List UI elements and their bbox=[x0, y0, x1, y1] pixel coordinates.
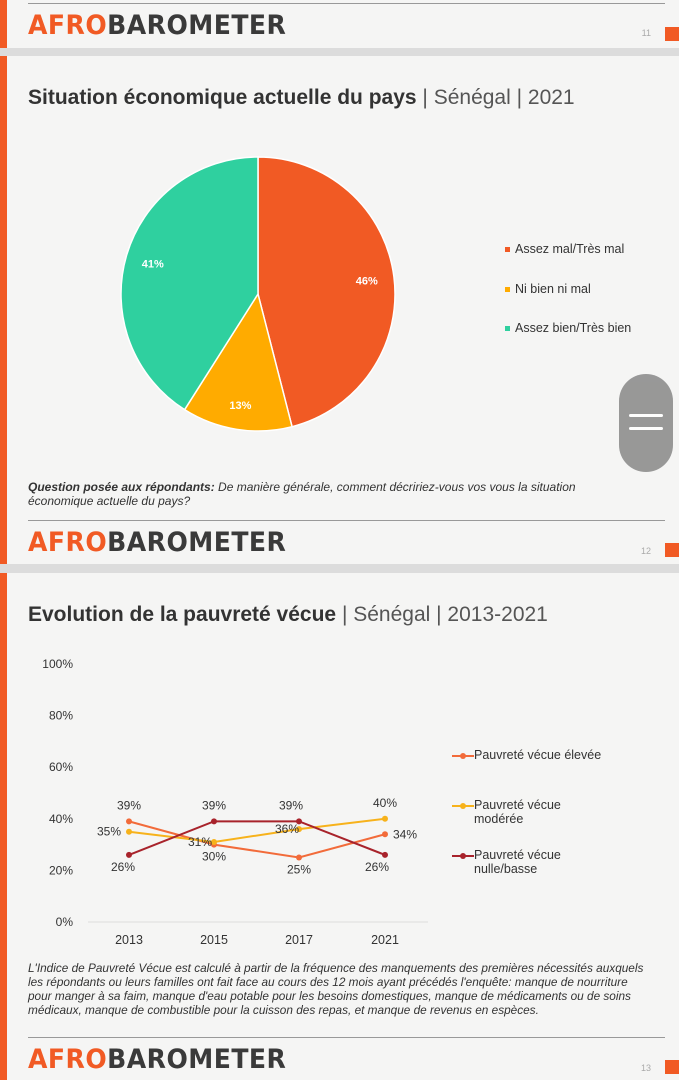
data-point bbox=[211, 839, 217, 846]
pie-slice bbox=[120, 156, 259, 411]
page-number: 11 bbox=[641, 28, 651, 38]
y-tick-label: 0% bbox=[56, 915, 74, 929]
afrobarometer-logo: AFROBAROMETER bbox=[28, 527, 287, 558]
pie-slice bbox=[257, 156, 396, 428]
page-marker bbox=[665, 27, 679, 41]
data-point bbox=[211, 818, 217, 825]
legend-swatch bbox=[505, 247, 510, 252]
divider bbox=[28, 520, 665, 521]
series-line bbox=[128, 820, 386, 859]
data-label: 30% bbox=[202, 850, 226, 864]
scroll-handle[interactable] bbox=[619, 374, 673, 472]
data-point bbox=[296, 818, 302, 825]
data-point bbox=[382, 851, 388, 858]
legend-swatch bbox=[452, 753, 474, 759]
data-label: 31% bbox=[188, 835, 212, 849]
legend-item: Assez mal/Très mal bbox=[505, 242, 624, 256]
accent-bar bbox=[0, 56, 7, 564]
data-point bbox=[382, 815, 388, 822]
data-label: 26% bbox=[111, 860, 135, 874]
legend-item: Ni bien ni mal bbox=[505, 282, 591, 296]
page-marker bbox=[665, 543, 679, 557]
page-marker bbox=[665, 1060, 679, 1074]
y-tick-label: 40% bbox=[49, 812, 73, 826]
y-tick-label: 80% bbox=[49, 709, 73, 723]
data-point bbox=[126, 851, 132, 858]
x-tick-label: 2021 bbox=[371, 933, 399, 947]
legend-swatch bbox=[505, 287, 510, 292]
pie-label: 13% bbox=[229, 400, 251, 412]
afrobarometer-logo: AFROBAROMETER bbox=[28, 1044, 287, 1075]
data-label: 39% bbox=[117, 798, 141, 812]
slide-13: Evolution de la pauvreté vécue | Sénégal… bbox=[0, 573, 679, 1080]
data-point bbox=[296, 826, 302, 833]
pie-slice bbox=[183, 292, 293, 432]
index-note: L'Indice de Pauvreté Vécue est calculé à… bbox=[28, 961, 644, 1017]
legend-swatch bbox=[452, 853, 474, 859]
data-label: 25% bbox=[287, 863, 311, 877]
x-tick-label: 2015 bbox=[200, 933, 228, 947]
data-label: 39% bbox=[279, 798, 303, 812]
data-label: 34% bbox=[393, 827, 417, 841]
question-note: Question posée aux répondants: De manièr… bbox=[28, 480, 576, 508]
pie-label: 46% bbox=[356, 275, 378, 287]
series-line bbox=[128, 820, 386, 856]
data-point bbox=[126, 828, 132, 835]
legend-swatch bbox=[505, 326, 510, 331]
data-point bbox=[296, 854, 302, 861]
slide-12: Situation économique actuelle du pays | … bbox=[0, 56, 679, 564]
x-tick-label: 2017 bbox=[285, 933, 313, 947]
divider bbox=[28, 1037, 665, 1038]
divider bbox=[28, 3, 665, 4]
slide-11: AFROBAROMETER 11 bbox=[0, 0, 679, 48]
data-label: 36% bbox=[275, 822, 299, 836]
data-point bbox=[382, 831, 388, 838]
legend-item: Pauvreté vécue élevée bbox=[452, 748, 604, 762]
legend-item: Pauvreté vécue nulle/basse bbox=[452, 848, 584, 876]
legend-item: Assez bien/Très bien bbox=[505, 321, 631, 335]
accent-bar bbox=[0, 0, 7, 48]
data-label: 26% bbox=[365, 860, 389, 874]
accent-bar bbox=[0, 573, 7, 1080]
afrobarometer-logo: AFROBAROMETER bbox=[28, 10, 287, 41]
page-number: 12 bbox=[640, 546, 651, 556]
pie-label: 41% bbox=[142, 258, 164, 270]
y-tick-label: 20% bbox=[49, 863, 73, 877]
x-tick-label: 2013 bbox=[115, 933, 143, 947]
y-tick-label: 60% bbox=[49, 760, 73, 774]
pie-chart: 46% 13% 41% bbox=[120, 156, 396, 432]
data-label: 39% bbox=[202, 798, 226, 812]
slide-title: Evolution de la pauvreté vécue | Sénégal… bbox=[28, 603, 548, 626]
data-label: 35% bbox=[97, 825, 121, 839]
y-tick-label: 100% bbox=[42, 657, 73, 671]
legend-swatch bbox=[452, 803, 474, 809]
series-line bbox=[128, 817, 386, 844]
page-number: 13 bbox=[640, 1063, 651, 1073]
legend-item: Pauvreté vécue modérée bbox=[452, 798, 584, 826]
slide-title: Situation économique actuelle du pays | … bbox=[28, 86, 575, 109]
data-label: 40% bbox=[373, 796, 397, 810]
data-point bbox=[126, 818, 132, 825]
line-chart: 0% 20% 40% 60% 80% 100% 2013 2015 2017 2021 39% 30%… bbox=[42, 657, 428, 947]
